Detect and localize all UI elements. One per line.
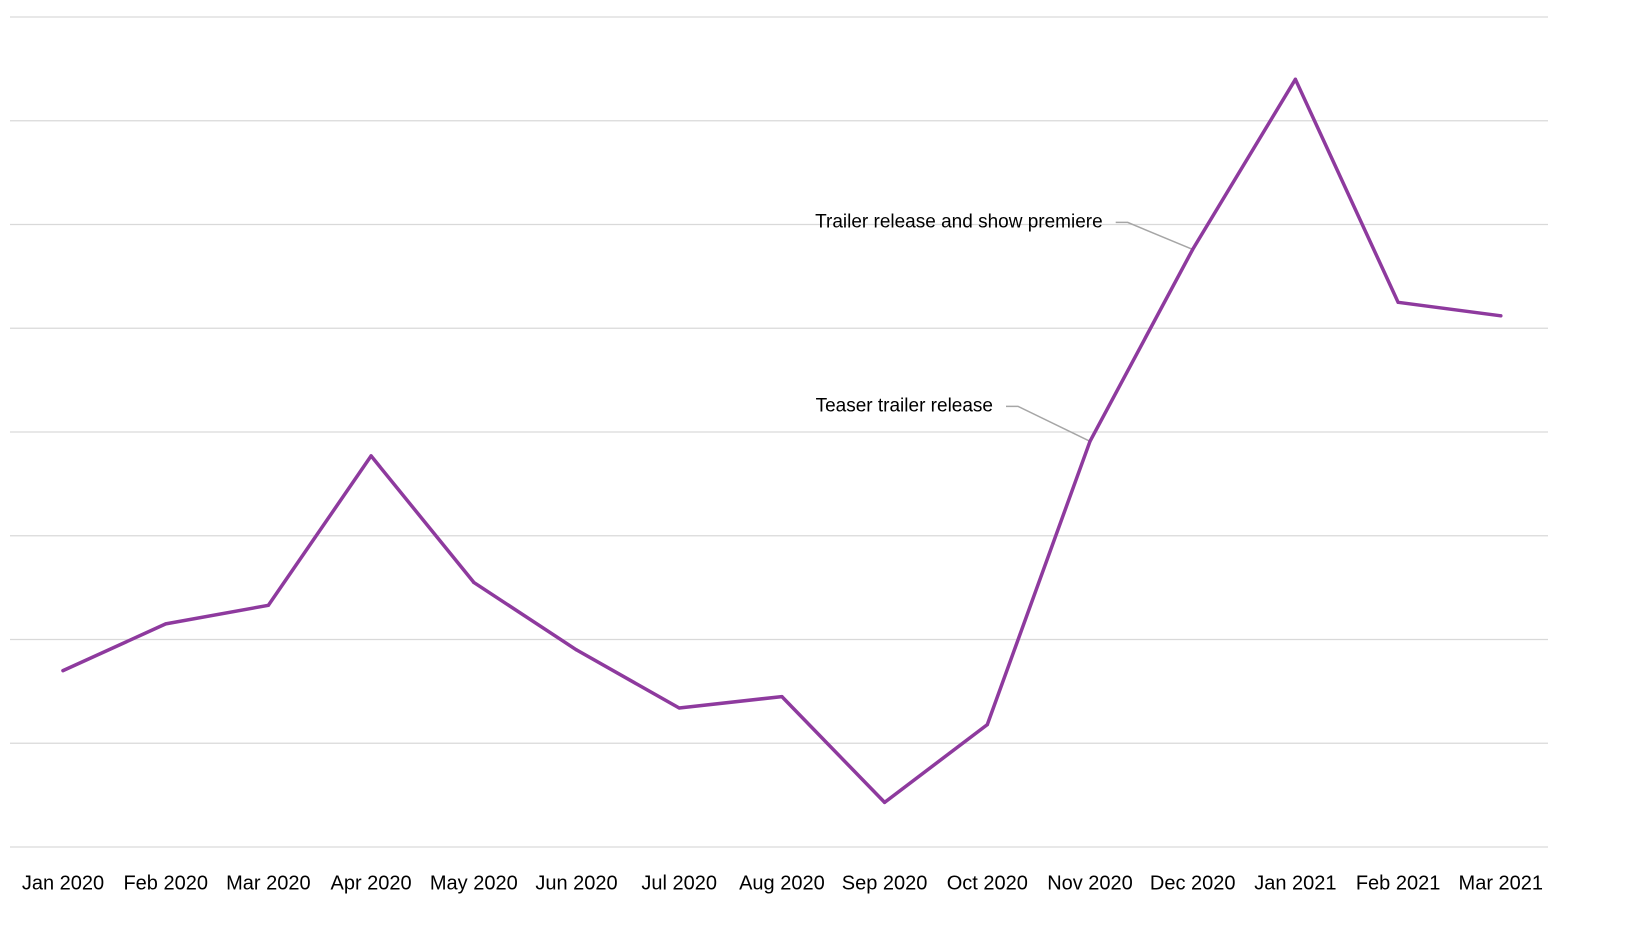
data-point-9 <box>985 722 989 727</box>
annotation-leader-1 <box>1006 405 1091 443</box>
x-tick-label: Apr 2020 <box>331 872 412 894</box>
data-point-12 <box>1293 77 1297 81</box>
annotation-leaders <box>1006 221 1193 443</box>
series-layer <box>61 77 1503 805</box>
x-tick-label: Jun 2020 <box>535 872 617 894</box>
x-tick-label: Aug 2020 <box>739 872 825 894</box>
data-point-4 <box>472 580 476 585</box>
data-point-1 <box>164 622 168 626</box>
annotations: Trailer release and show premiere Teaser … <box>815 211 1103 416</box>
data-point-7 <box>780 694 784 699</box>
annotation-leader-0 <box>1115 221 1193 251</box>
gridlines <box>10 16 1548 848</box>
x-axis-tick-labels: Jan 2020 Feb 2020 Mar 2020 Apr 2020 May 2020… <box>22 872 1543 894</box>
data-point-2 <box>266 603 270 607</box>
annotation-label-0: Trailer release and show premiere <box>815 211 1103 232</box>
x-tick-label: Jan 2021 <box>1254 872 1336 894</box>
annotation-label-1: Teaser trailer release <box>816 395 993 416</box>
data-point-0 <box>61 669 65 673</box>
x-tick-label: Mar 2020 <box>226 872 311 894</box>
x-tick-label: Feb 2021 <box>1356 872 1441 894</box>
x-tick-label: May 2020 <box>430 872 518 894</box>
x-tick-label: Nov 2020 <box>1047 872 1133 894</box>
data-point-14 <box>1499 314 1503 318</box>
x-tick-label: Dec 2020 <box>1150 872 1236 894</box>
data-point-11 <box>1191 247 1195 251</box>
x-tick-label: Mar 2021 <box>1459 872 1544 894</box>
x-tick-label: Jan 2020 <box>22 872 104 894</box>
data-point-13 <box>1396 300 1400 304</box>
x-tick-label: Sep 2020 <box>842 872 928 894</box>
series-line-0 <box>61 77 1503 805</box>
data-point-5 <box>574 648 579 652</box>
data-point-10 <box>1088 439 1092 443</box>
data-point-8 <box>883 800 887 804</box>
data-point-6 <box>677 706 681 710</box>
data-point-3 <box>369 454 373 458</box>
x-tick-label: Jul 2020 <box>641 872 717 894</box>
x-tick-label: Feb 2020 <box>123 872 208 894</box>
x-tick-label: Oct 2020 <box>947 872 1028 894</box>
